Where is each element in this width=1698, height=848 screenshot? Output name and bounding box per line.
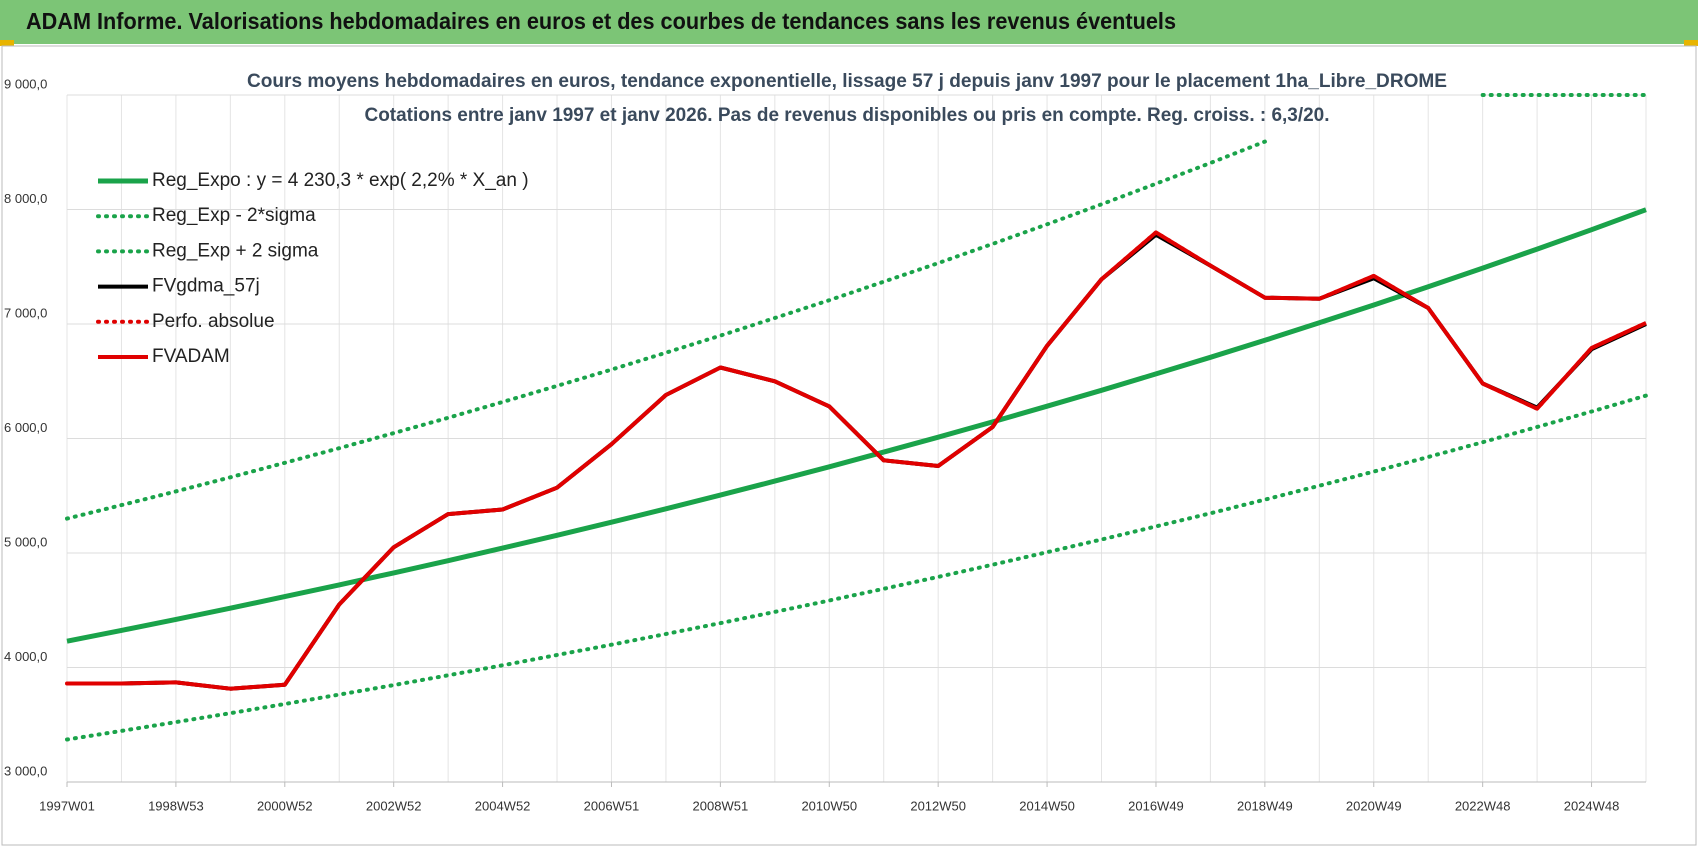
x-tick-label: 1997W01 [39, 798, 95, 813]
x-tick-label: 2010W50 [801, 798, 857, 813]
x-tick-label: 2008W51 [693, 798, 749, 813]
legend-label: Reg_Exp - 2*sigma [152, 205, 316, 226]
x-tick-label: 1998W53 [148, 798, 204, 813]
series-line [66, 207, 1647, 644]
y-tick-label: 6 000,0 [4, 420, 47, 435]
series-line [67, 230, 1647, 691]
x-tick-label: 2018W49 [1237, 798, 1293, 813]
y-tick-label: 3 000,0 [4, 763, 47, 778]
y-tick-label: 9 000,0 [4, 76, 47, 91]
header-title: ADAM Informe. Valorisations hebdomadaire… [26, 8, 1176, 34]
header-bar [0, 0, 1698, 44]
x-tick-label: 2016W49 [1128, 798, 1184, 813]
y-tick-label: 5 000,0 [4, 534, 47, 549]
x-tick-label: 2012W50 [910, 798, 966, 813]
corner-accent [0, 40, 14, 46]
x-tick-label: 2020W49 [1346, 798, 1402, 813]
x-tick-label: 2024W48 [1564, 798, 1620, 813]
corner-accent [1684, 40, 1698, 46]
y-tick-label: 7 000,0 [4, 305, 47, 320]
x-tick-label: 2014W50 [1019, 798, 1075, 813]
x-tick-label: 2004W52 [475, 798, 531, 813]
legend-label: Perfo. absolue [152, 311, 275, 332]
y-tick-label: 4 000,0 [4, 649, 47, 664]
x-tick-label: 2006W51 [584, 798, 640, 813]
chart-title: Cours moyens hebdomadaires en euros, ten… [247, 71, 1447, 92]
x-tick-label: 2002W52 [366, 798, 422, 813]
legend-label: Reg_Exp + 2 sigma [152, 240, 319, 261]
legend-label: Reg_Expo : y = 4 230,3 * exp( 2,2% * X_a… [152, 170, 529, 191]
chart-subtitle: Cotations entre janv 1997 et janv 2026. … [365, 105, 1330, 126]
y-tick-label: 8 000,0 [4, 191, 47, 206]
series-line [65, 393, 1648, 742]
series-line [65, 93, 1648, 521]
x-tick-label: 2000W52 [257, 798, 313, 813]
legend-label: FVADAM [152, 346, 230, 367]
x-tick-label: 2022W48 [1455, 798, 1511, 813]
legend-label: FVgdma_57j [152, 276, 260, 297]
chart-border [1, 45, 1697, 846]
